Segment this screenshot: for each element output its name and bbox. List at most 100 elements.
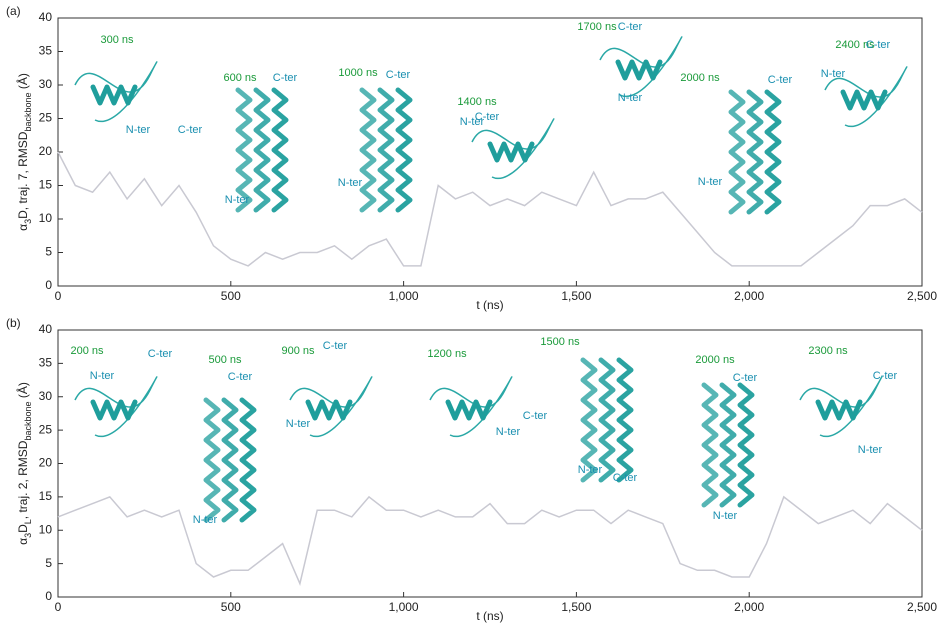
helix (728, 89, 746, 215)
x-tick-label: 0 (55, 600, 62, 614)
y-axis-label-part: (Å) (15, 382, 30, 401)
coil (824, 66, 908, 128)
coil (429, 376, 513, 438)
x-tick-label: 0 (55, 289, 62, 303)
x-axis-label: t (ns) (476, 609, 503, 623)
snapshot-time: 2300 ns (808, 345, 848, 357)
snapshot-time: 1200 ns (427, 348, 467, 360)
n-terminus-label: N-ter (618, 92, 643, 104)
c-terminus-label: C-ter (475, 111, 500, 123)
n-terminus-label: N-ter (713, 510, 738, 522)
helix (815, 399, 863, 421)
c-terminus-label: C-ter (386, 69, 411, 81)
c-terminus-label: C-ter (873, 370, 898, 382)
n-terminus-label: N-ter (858, 444, 883, 456)
c-terminus-label: C-ter (618, 21, 643, 33)
x-tick-label: 500 (221, 289, 241, 303)
x-tick-label: 1,500 (561, 289, 591, 303)
c-terminus-label: C-ter (323, 340, 348, 352)
n-terminus-label: N-ter (193, 514, 218, 526)
helix (253, 87, 271, 213)
coil (74, 61, 158, 123)
helix (598, 357, 616, 483)
helix (616, 357, 634, 483)
helix (580, 357, 598, 483)
panel-label: (a) (6, 4, 21, 18)
y-axis-label-part: 3 (23, 219, 33, 224)
x-tick-label: 1,500 (561, 600, 591, 614)
y-tick-label: 5 (45, 556, 52, 570)
helix (746, 89, 764, 215)
x-tick-label: 500 (221, 600, 241, 614)
y-tick-label: 0 (45, 278, 52, 292)
y-axis-label-part: (Å) (15, 73, 30, 92)
x-tick-label: 2,000 (734, 289, 764, 303)
y-axis-label: α3D, traj. 7, RMSDbackbone (Å) (15, 73, 33, 231)
snapshot-time: 300 ns (100, 34, 134, 46)
x-tick-label: 2,000 (734, 600, 764, 614)
y-tick-label: 40 (39, 10, 53, 24)
c-terminus-label: C-ter (273, 72, 298, 84)
helix (764, 89, 782, 215)
helix (359, 87, 377, 213)
panel-label: (b) (6, 316, 21, 330)
snapshot-time: 1700 ns (577, 21, 617, 33)
snapshot-time: 2400 ns (835, 39, 875, 51)
c-terminus-label: C-ter (228, 371, 253, 383)
coil (74, 376, 158, 438)
y-axis-label: α3DL, traj. 2, RMSDbackbone (Å) (15, 382, 33, 545)
helix (377, 87, 395, 213)
y-axis-label-part: α (16, 538, 30, 545)
c-terminus-label: C-ter (148, 348, 173, 360)
n-terminus-label: N-ter (496, 426, 521, 438)
helix (203, 397, 221, 523)
x-axis-label: t (ns) (476, 298, 503, 312)
y-axis-label-part: α (16, 224, 30, 231)
c-terminus-label: C-ter (523, 410, 548, 422)
snapshot-time: 200 ns (70, 345, 104, 357)
coil (799, 376, 883, 438)
n-terminus-label: N-ter (338, 177, 363, 189)
y-tick-label: 25 (39, 111, 53, 125)
coil (289, 376, 373, 438)
y-tick-label: 0 (45, 589, 52, 603)
helix (271, 87, 289, 213)
n-terminus-label: N-ter (460, 116, 485, 128)
x-tick-label: 2,500 (907, 289, 937, 303)
helix (235, 87, 253, 213)
n-terminus-label: N-ter (126, 124, 151, 136)
y-tick-label: 20 (39, 144, 53, 158)
helix (221, 397, 239, 523)
n-terminus-label: N-ter (698, 176, 723, 188)
y-axis-label-part: D, traj. 7, RMSD (16, 131, 30, 219)
y-tick-label: 25 (39, 422, 53, 436)
helix (395, 87, 413, 213)
n-terminus-label: N-ter (90, 370, 115, 382)
y-tick-label: 40 (39, 322, 53, 336)
c-terminus-label: C-ter (768, 74, 793, 86)
y-axis-label-part: backbone (23, 401, 33, 440)
y-tick-label: 35 (39, 44, 53, 58)
coil (471, 118, 555, 180)
snapshot-time: 600 ns (223, 72, 257, 84)
helix (719, 382, 737, 508)
snapshot-time: 500 ns (208, 354, 242, 366)
helix (701, 382, 719, 508)
snapshot-time: 1500 ns (540, 336, 580, 348)
snapshot-time: 2000 ns (680, 72, 720, 84)
helix (445, 399, 493, 421)
helix (305, 399, 353, 421)
n-terminus-label: N-ter (225, 194, 250, 206)
helix (737, 382, 755, 508)
rmsd-line (57, 151, 923, 267)
c-terminus-label: C-ter (866, 39, 891, 51)
y-tick-label: 35 (39, 356, 53, 370)
helix (90, 399, 138, 421)
y-axis-label-part: L (23, 519, 33, 524)
n-terminus-label: N-ter (578, 464, 603, 476)
helix (90, 84, 138, 106)
snapshot-time: 1400 ns (457, 96, 497, 108)
plot-frame (57, 17, 923, 287)
helix (615, 59, 663, 81)
